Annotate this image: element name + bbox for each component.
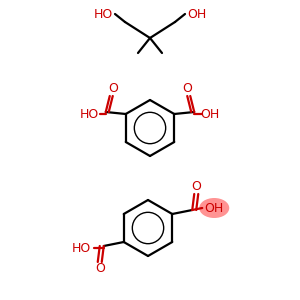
Text: O: O xyxy=(108,82,118,95)
Text: O: O xyxy=(191,181,201,194)
Text: O: O xyxy=(95,262,105,275)
Text: OH: OH xyxy=(188,8,207,20)
Text: OH: OH xyxy=(201,107,220,121)
Text: HO: HO xyxy=(72,242,92,254)
Ellipse shape xyxy=(199,198,229,218)
Text: OH: OH xyxy=(205,202,224,214)
Text: HO: HO xyxy=(93,8,112,20)
Text: O: O xyxy=(182,82,192,95)
Text: HO: HO xyxy=(80,107,99,121)
